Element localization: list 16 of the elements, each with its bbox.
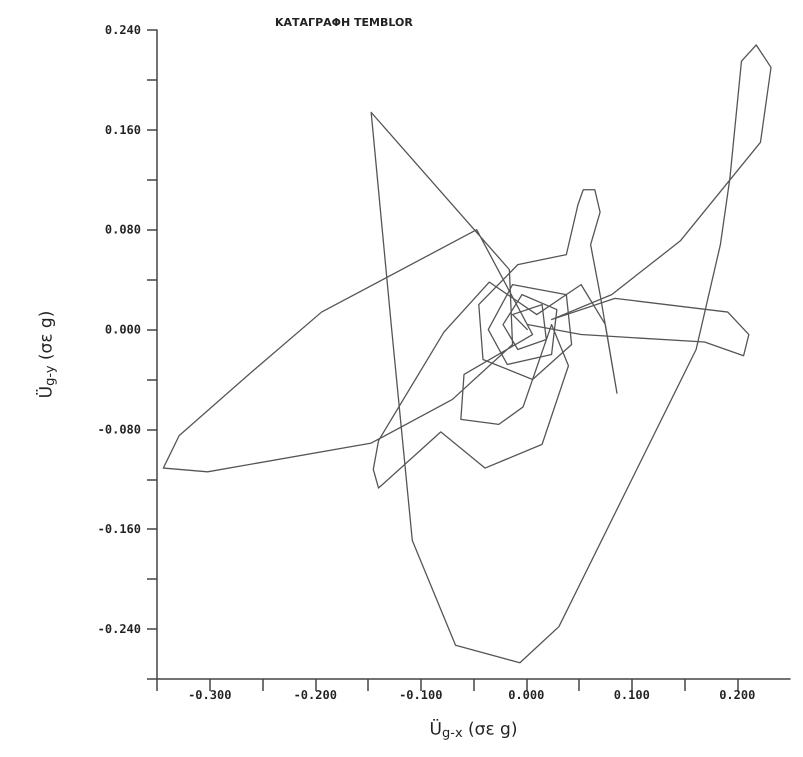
line-series	[162, 44, 772, 664]
y-tick-label: -0.240	[98, 622, 141, 636]
x-tick-label: -0.300	[188, 688, 232, 702]
chart-title: ΚΑΤΑΓΡΑΦΗ TEMBLOR	[275, 16, 414, 29]
x-tick-label: -0.200	[294, 688, 337, 702]
y-tick-label: -0.080	[98, 422, 141, 436]
y-tick-label: 0.160	[104, 122, 141, 137]
y-tick-label: -0.160	[98, 522, 141, 536]
y-tick-label: 0.240	[104, 23, 141, 37]
y-tick-label: 0.080	[104, 222, 141, 237]
x-tick-label: 0.100	[614, 688, 650, 702]
y-tick-label: 0.000	[104, 322, 141, 337]
x-tick-label: -0.100	[399, 688, 442, 702]
x-tick-label: 0.000	[508, 688, 544, 702]
x-tick-label: 0.200	[719, 688, 756, 702]
y-axis-title: Üg-y (σε g)	[36, 310, 58, 398]
